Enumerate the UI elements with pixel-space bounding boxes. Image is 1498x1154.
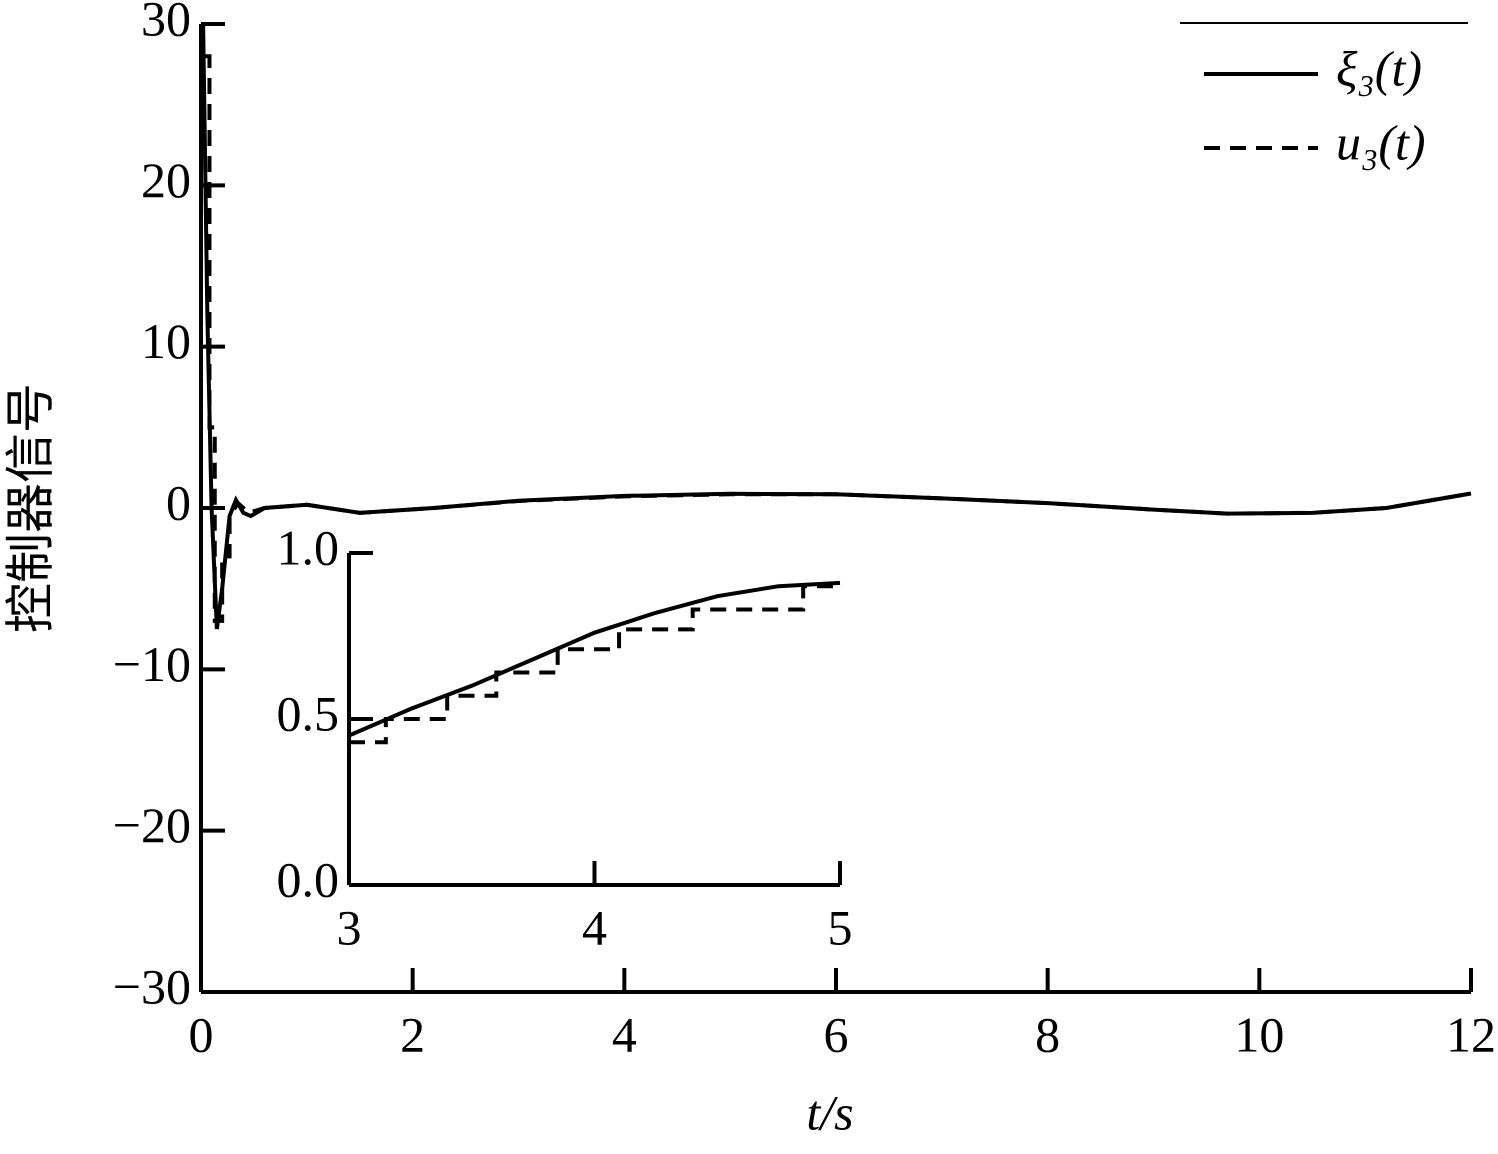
x-tick-label: 12 — [1446, 1006, 1496, 1062]
plot-bg — [349, 553, 840, 885]
y-tick-label: 30 — [141, 0, 191, 46]
x-tick-label: 8 — [1035, 1006, 1060, 1062]
series-line — [205, 54, 1472, 623]
y-tick-label: 0 — [166, 474, 191, 530]
y-tick-label: −20 — [113, 797, 191, 853]
x-tick-label: 5 — [828, 899, 853, 955]
x-tick-label: 4 — [582, 899, 607, 955]
x-axis-label: t/s — [806, 1084, 853, 1140]
x-tick-label: 3 — [337, 899, 362, 955]
y-tick-label: −30 — [113, 958, 191, 1014]
x-tick-label: 6 — [824, 1006, 849, 1062]
y-tick-label: 20 — [141, 152, 191, 208]
x-tick-label: 10 — [1234, 1006, 1284, 1062]
x-tick-label: 4 — [612, 1006, 637, 1062]
y-axis-label: 控制器信号 — [2, 383, 58, 633]
y-tick-label: 10 — [141, 313, 191, 369]
x-tick-label: 2 — [400, 1006, 425, 1062]
y-tick-label: 1.0 — [277, 519, 340, 575]
legend-label: ξ₃(t) — [1336, 40, 1422, 96]
y-tick-label: 0.5 — [277, 685, 340, 741]
series-line — [349, 584, 840, 745]
x-tick-label: 0 — [189, 1006, 214, 1062]
series-line — [348, 580, 841, 738]
legend-label: u₃(t) — [1336, 114, 1426, 170]
y-tick-label: 0.0 — [277, 851, 340, 907]
y-tick-label: −10 — [113, 636, 191, 692]
